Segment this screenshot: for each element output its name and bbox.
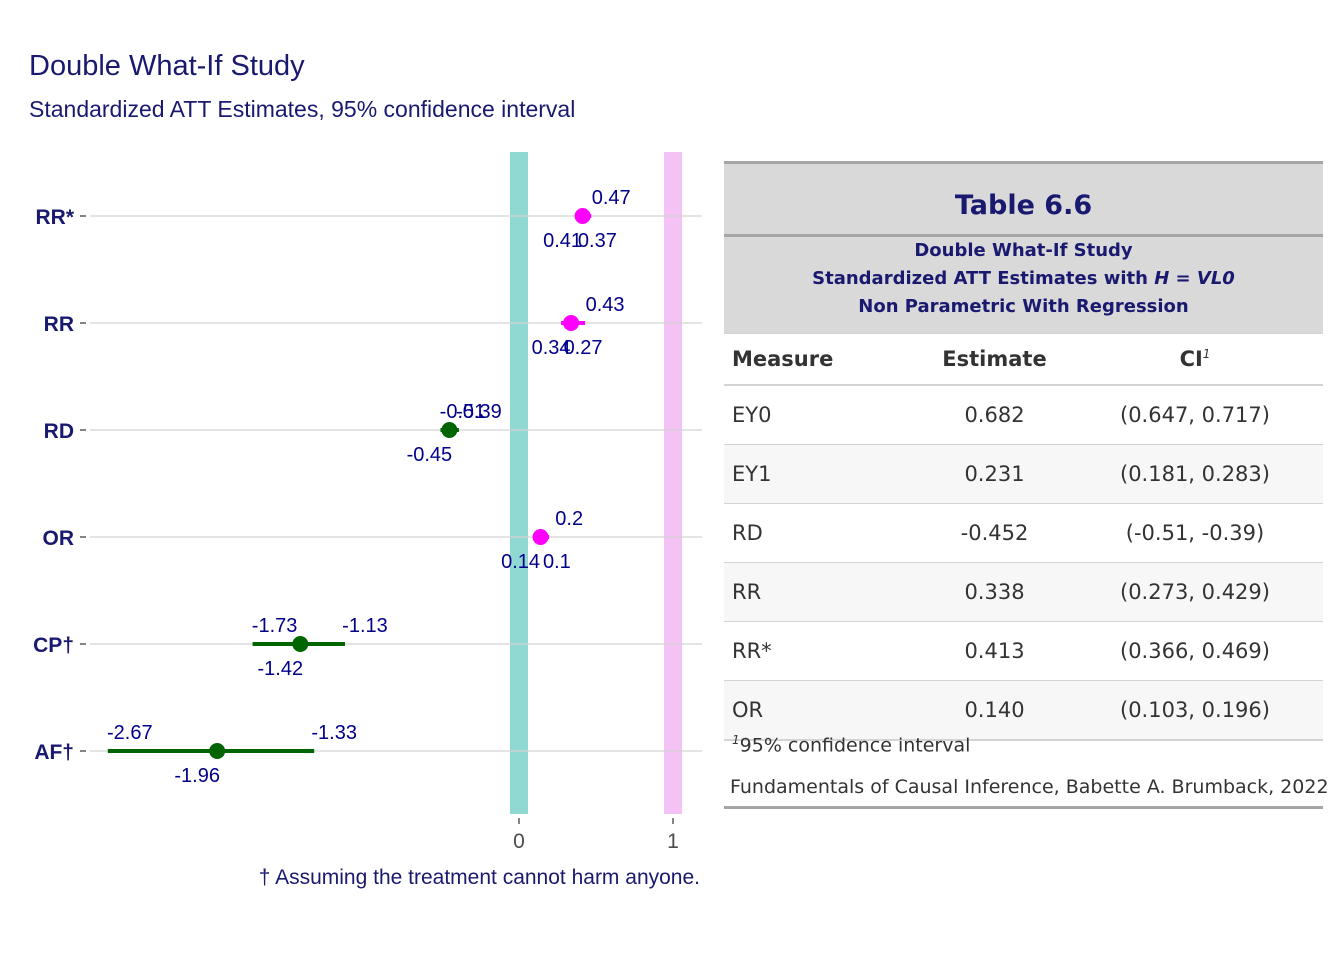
y-tick-label: RR (44, 313, 74, 336)
cell-estimate: 0.338 (922, 562, 1067, 622)
upper-ci-label: -1.33 (311, 722, 357, 744)
subtitle-text: Standardized ATT Estimates with (812, 268, 1155, 289)
point-estimate (292, 636, 309, 652)
table-row: EY1 0.231 (0.181, 0.283) (724, 444, 1323, 504)
cell-measure: RD (724, 503, 922, 563)
cell-estimate: 0.231 (922, 444, 1067, 504)
cell-measure: EY0 (724, 385, 922, 445)
table-footnote: 195% confidence interval (732, 733, 970, 756)
cell-measure: EY1 (724, 444, 922, 504)
cell-ci: (0.181, 0.283) (1067, 444, 1323, 504)
upper-ci-label: 0.47 (592, 187, 631, 209)
table-row: RD -0.452 (-0.51, -0.39) (724, 503, 1323, 563)
table-row: RR 0.338 (0.273, 0.429) (724, 562, 1323, 622)
axes: RR* RR RD OR CP† AF† 0 1 (33, 206, 679, 853)
ci-header-text: CI (1179, 347, 1203, 371)
cell-ci: (0.366, 0.469) (1067, 621, 1323, 681)
point-estimate (209, 743, 226, 759)
y-tick-label: AF† (34, 741, 74, 764)
subtitle-eq: = (1169, 268, 1197, 289)
col-header-estimate: Estimate (922, 333, 1067, 386)
col-header-ci: CI1 (1067, 333, 1323, 386)
estimate-label: 0.41 (543, 230, 582, 252)
gridlines (90, 215, 702, 752)
footnote-mark: 1 (732, 733, 740, 747)
estimate-label: -0.45 (407, 444, 453, 466)
y-tick-label: OR (43, 527, 75, 550)
upper-ci-label: -0.39 (456, 401, 502, 423)
upper-ci-label: -1.13 (342, 615, 388, 637)
data-labels: 0.410.37 0.47 0.340.27 0.43 -0.45 -0.51-0.39 0… (107, 187, 631, 787)
cell-estimate: 0.413 (922, 621, 1067, 681)
table-row: OR 0.140 (0.103, 0.196) (724, 680, 1323, 741)
point-estimate (441, 422, 458, 438)
point-estimate (532, 529, 549, 545)
subtitle-var: H (1154, 268, 1170, 289)
x-tick-label: 0 (513, 830, 525, 853)
estimate-label: 0.34 (532, 337, 571, 359)
point-estimate (574, 208, 591, 224)
lower-ci-label: 0.1 (543, 551, 571, 573)
cell-estimate: 0.140 (922, 680, 1067, 741)
table-row: EY0 0.682 (0.647, 0.717) (724, 385, 1323, 445)
cell-estimate: 0.682 (922, 385, 1067, 445)
chart-title: Double What-If Study (29, 50, 305, 82)
cell-ci: (0.647, 0.717) (1067, 385, 1323, 445)
table-subtitle-line3: Non Parametric With Regression (858, 296, 1189, 317)
chart-subtitle: Standardized ATT Estimates, 95% confiden… (29, 96, 576, 122)
lower-ci-label: -1.73 (252, 615, 298, 637)
lower-ci-label: -0.51 (440, 401, 486, 423)
table-title: Table 6.6 (724, 161, 1323, 236)
table-row: RR* 0.413 (0.366, 0.469) (724, 621, 1323, 681)
reference-lines (510, 152, 682, 814)
table-subtitle-line1: Double What-If Study (914, 240, 1133, 261)
upper-ci-label: 0.43 (586, 294, 625, 316)
cell-measure: RR* (724, 621, 922, 681)
summary-table: Table 6.6 Double What-If Study Standardi… (724, 161, 1323, 741)
cell-ci: (-0.51, -0.39) (1067, 503, 1323, 563)
footnote-text: 95% confidence interval (739, 734, 971, 757)
table-source: Fundamentals of Causal Inference, Babett… (730, 776, 1329, 798)
cell-ci: (0.103, 0.196) (1067, 680, 1323, 741)
table-subtitle: Double What-If Study Standardized ATT Es… (724, 234, 1323, 334)
y-tick-label: CP† (33, 634, 74, 657)
subtitle-value: VL0 (1196, 268, 1235, 289)
estimate-label: -1.42 (258, 658, 304, 680)
x-tick-label: 1 (667, 830, 679, 853)
lower-ci-label: -2.67 (107, 722, 153, 744)
reference-line-0 (510, 152, 528, 814)
reference-line-1 (664, 152, 682, 814)
y-tick-label: RD (44, 420, 74, 443)
estimate-label: 0.14 (501, 551, 540, 573)
cell-estimate: -0.452 (922, 503, 1067, 563)
estimate-label: -1.96 (174, 765, 220, 787)
lower-ci-label: 0.27 (564, 337, 603, 359)
table-bottom-rule (724, 806, 1323, 809)
upper-ci-label: 0.2 (555, 508, 583, 530)
chart-caption: † Assuming the treatment cannot harm any… (258, 866, 700, 889)
cell-measure: OR (724, 680, 922, 741)
y-tick-label: RR* (35, 206, 74, 229)
cell-ci: (0.273, 0.429) (1067, 562, 1323, 622)
ci-footnote-mark: 1 (1202, 347, 1211, 361)
lower-ci-label: 0.37 (578, 230, 617, 252)
point-estimate (563, 315, 580, 331)
table-subtitle-line2: Standardized ATT Estimates with H = VL0 (724, 265, 1323, 293)
data-marks (107, 208, 592, 759)
cell-measure: RR (724, 562, 922, 622)
col-header-measure: Measure (724, 333, 922, 386)
